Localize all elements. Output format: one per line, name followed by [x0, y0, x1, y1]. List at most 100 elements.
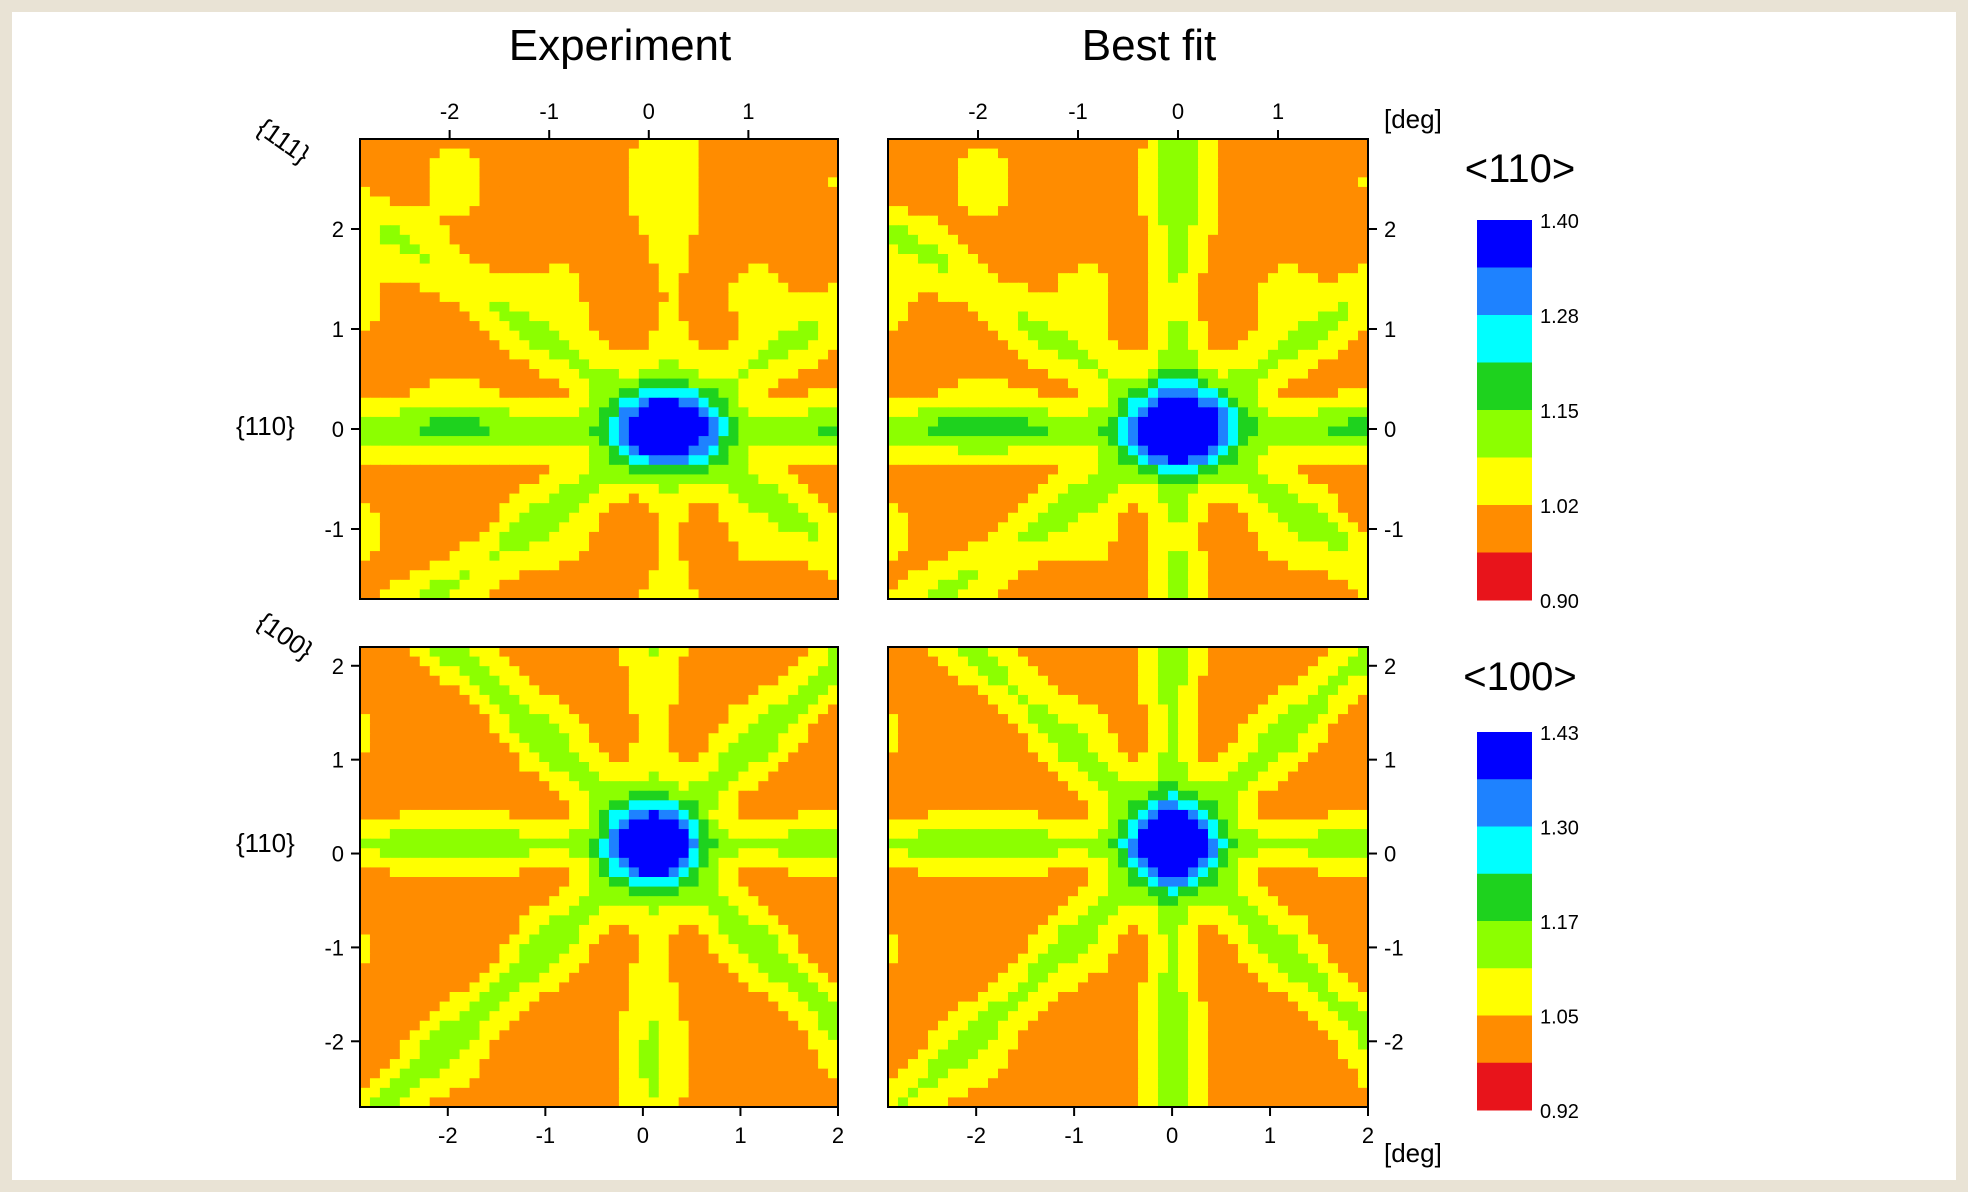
contour-cell: [698, 292, 710, 303]
contour-cell: [599, 675, 610, 686]
contour-cell: [998, 359, 1009, 370]
contour-cell: [1188, 177, 1199, 188]
contour-cell: [1288, 503, 1299, 514]
contour-cell: [529, 369, 540, 380]
contour-cell: [1228, 493, 1239, 504]
contour-cell: [638, 579, 650, 591]
contour-cell: [479, 551, 491, 562]
contour-cell: [469, 704, 481, 715]
contour-cell: [658, 647, 670, 658]
contour-cell: [499, 369, 510, 380]
contour-cell: [638, 512, 650, 523]
contour-cell: [360, 148, 371, 159]
contour-cell: [360, 397, 371, 408]
contour-cell: [1038, 148, 1049, 159]
contour-cell: [888, 503, 899, 514]
contour-cell: [1048, 158, 1059, 169]
contour-cell: [360, 234, 371, 246]
contour-cell: [489, 273, 501, 284]
contour-cell: [399, 675, 411, 686]
contour-cell: [1328, 579, 1339, 591]
contour-cell: [788, 570, 799, 581]
contour-cell: [1358, 388, 1369, 399]
contour-cell: [788, 330, 799, 341]
contour-cell: [618, 196, 630, 207]
contour-cell: [579, 330, 590, 341]
contour-cell: [449, 589, 461, 600]
contour-cell: [409, 167, 421, 178]
contour-cell: [1108, 139, 1119, 150]
contour-cell: [1208, 234, 1219, 246]
contour-cell: [638, 474, 650, 485]
contour-cell: [1268, 359, 1279, 370]
contour-cell: [419, 254, 431, 265]
contour-cell: [1188, 186, 1199, 198]
contour-cell: [828, 445, 839, 456]
contour-cell: [1038, 369, 1049, 380]
contour-cell: [1098, 503, 1109, 514]
contour-cell: [808, 263, 819, 274]
contour-cell: [459, 551, 471, 562]
contour-cell: [658, 215, 670, 226]
contour-cell: [1058, 551, 1069, 562]
contour-cell: [628, 666, 640, 677]
contour-cell: [638, 349, 650, 361]
contour-cell: [738, 560, 749, 571]
contour-cell: [1118, 589, 1129, 600]
contour-cell: [1288, 397, 1299, 408]
contour-cell: [1188, 512, 1199, 523]
contour-cell: [1078, 311, 1089, 322]
contour-cell: [1018, 282, 1029, 293]
contour-cell: [419, 474, 431, 485]
contour-cell: [1018, 330, 1029, 341]
contour-cell: [1048, 474, 1059, 485]
contour-cell: [1258, 484, 1269, 495]
contour-cell: [618, 388, 630, 399]
contour-cell: [808, 675, 819, 686]
contour-cell: [1148, 215, 1159, 226]
contour-cell: [1258, 378, 1269, 389]
contour-cell: [569, 675, 580, 686]
contour-cell: [918, 579, 929, 591]
contour-cell: [688, 675, 700, 686]
contour-cell: [1248, 196, 1259, 207]
contour-cell: [998, 215, 1009, 226]
contour-cell: [429, 484, 441, 495]
contour-cell: [1168, 416, 1179, 428]
contour-cell: [1148, 254, 1159, 265]
contour-cell: [1358, 311, 1369, 322]
contour-cell: [499, 244, 510, 255]
contour-cell: [579, 177, 590, 188]
contour-cell: [1338, 484, 1349, 495]
contour-cell: [958, 579, 969, 591]
contour-cell: [1118, 522, 1129, 533]
contour-cell: [808, 512, 819, 523]
contour-cell: [1018, 167, 1029, 178]
contour-cell: [928, 551, 939, 562]
contour-cell: [678, 158, 690, 169]
contour-cell: [958, 531, 969, 543]
contour-cell: [948, 455, 959, 466]
contour-cell: [738, 282, 749, 293]
contour-cell: [399, 416, 411, 428]
contour-cell: [549, 225, 560, 236]
contour-cell: [469, 273, 481, 284]
contour-cell: [1058, 139, 1069, 150]
contour-cell: [1228, 416, 1239, 428]
contour-cell: [589, 407, 600, 418]
contour-cell: [539, 416, 550, 428]
contour-cell: [798, 234, 809, 246]
contour-cell: [1188, 148, 1199, 159]
contour-cell: [1328, 426, 1339, 437]
contour-cell: [1238, 340, 1249, 351]
contour-cell: [509, 474, 520, 485]
contour-cell: [1358, 464, 1369, 476]
contour-cell: [1058, 349, 1069, 361]
contour-cell: [539, 647, 550, 658]
contour-cell: [998, 186, 1009, 198]
contour-cell: [1188, 321, 1199, 332]
contour-cell: [1268, 215, 1279, 226]
contour-cell: [628, 570, 640, 581]
contour-cell: [638, 436, 650, 447]
contour-cell: [1268, 139, 1279, 150]
